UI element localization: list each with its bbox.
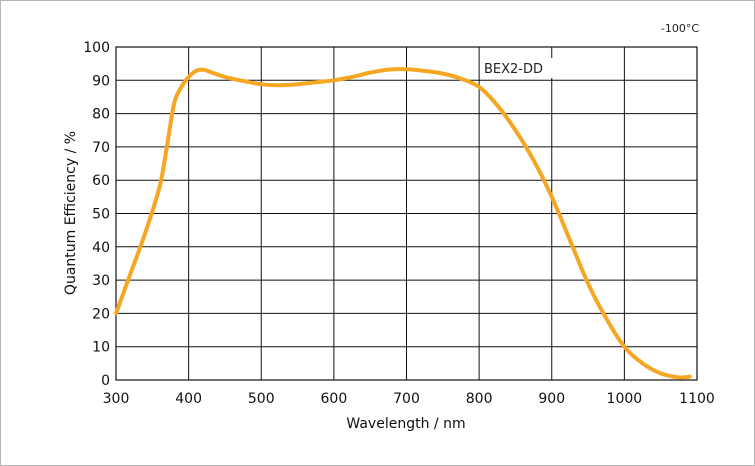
x-tick-label-1000: 1000 xyxy=(607,391,643,407)
series-layer xyxy=(114,67,692,380)
y-tick-label-90: 90 xyxy=(92,73,110,89)
y-tick-label-0: 0 xyxy=(101,373,110,389)
x-tick-label-1100: 1100 xyxy=(679,391,715,407)
y-axis-title: Quantum Efficiency / % xyxy=(63,131,79,295)
x-tick-label-400: 400 xyxy=(175,391,202,407)
y-tick-label-10: 10 xyxy=(92,340,110,356)
series-label: BEX2-DD xyxy=(484,62,543,77)
x-tick-label-300: 300 xyxy=(103,391,130,407)
tick-layer: 300 400 500 600 700 800 900 1000 1100 0 10 20 30 40 50… xyxy=(83,40,715,407)
y-tick-label-20: 20 xyxy=(92,306,110,322)
x-tick-label-700: 700 xyxy=(393,391,420,407)
y-tick-label-30: 30 xyxy=(92,273,110,289)
y-tick-label-60: 60 xyxy=(92,173,110,189)
axis-layer xyxy=(115,46,698,381)
y-tick-label-70: 70 xyxy=(92,140,110,156)
y-tick-label-50: 50 xyxy=(92,207,110,223)
y-tick-label-80: 80 xyxy=(92,107,110,123)
y-tick-label-100: 100 xyxy=(83,40,110,56)
x-tick-label-500: 500 xyxy=(248,391,275,407)
plot-border xyxy=(115,46,698,381)
temperature-label: -100°C xyxy=(661,22,699,35)
y-tick-label-40: 40 xyxy=(92,240,110,256)
x-tick-label-900: 900 xyxy=(538,391,565,407)
x-tick-label-600: 600 xyxy=(321,391,348,407)
series-label-background xyxy=(480,58,560,78)
x-axis-title: Wavelength / nm xyxy=(346,416,465,432)
series-line-0 xyxy=(114,67,692,380)
x-tick-label-800: 800 xyxy=(466,391,493,407)
